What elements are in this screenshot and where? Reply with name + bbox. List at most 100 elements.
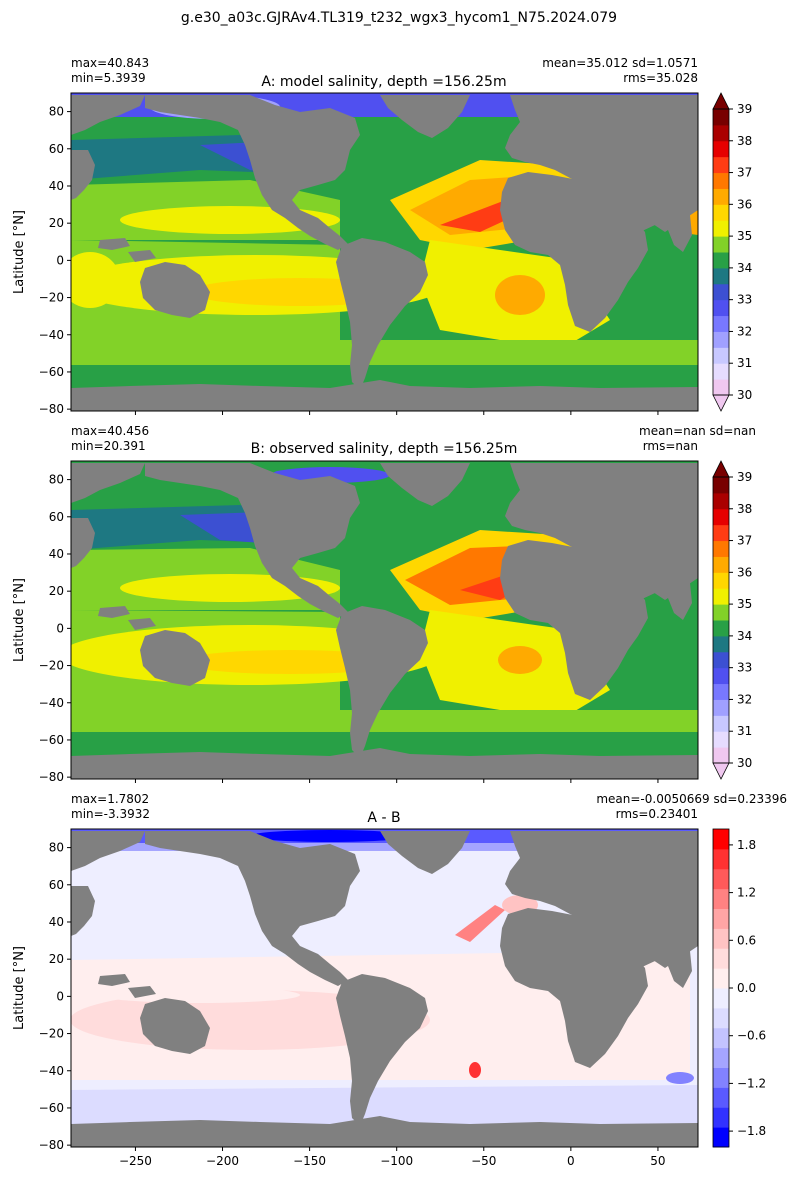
ytick-label: 60 — [49, 142, 64, 156]
colorbar-segment — [713, 604, 729, 621]
colorbar-segment — [713, 508, 729, 526]
colorbar-segment — [713, 283, 729, 301]
colorbar-segment — [713, 829, 729, 850]
xtick-label: 50 — [650, 1154, 665, 1168]
panel-a-ylabel: Latitude [°N] — [12, 210, 27, 294]
ytick-label: 60 — [49, 878, 64, 892]
panel-a-stats-mean: mean=35.012 sd=1.0571 — [542, 56, 698, 70]
colorbar-segment — [713, 620, 729, 637]
ytick-label: 40 — [49, 915, 64, 929]
colorbar-tick-label: 30 — [737, 388, 752, 402]
xtick-label: −50 — [471, 1154, 496, 1168]
ytick-label: −60 — [39, 365, 64, 379]
colorbar-segment — [713, 888, 729, 909]
colorbar-segment — [713, 204, 729, 221]
ytick-label: 40 — [49, 547, 64, 561]
ytick-label: 20 — [49, 216, 64, 230]
panel-b-ylabel: Latitude [°N] — [12, 578, 27, 662]
colorbar-tick-label: −1.2 — [737, 1076, 766, 1090]
panel-b-frame — [70, 460, 699, 780]
colorbar-segment — [713, 968, 729, 989]
colorbar-segment — [713, 747, 729, 764]
panel-c-stats-max: max=1.7802 — [71, 792, 149, 806]
xtick-label: −200 — [206, 1154, 239, 1168]
colorbar-segment — [713, 928, 729, 949]
xtick-label: −100 — [380, 1154, 413, 1168]
panel-c-frame — [70, 828, 699, 1148]
colorbar-segment — [713, 1107, 729, 1128]
panel-b-stats-rms: rms=nan — [643, 439, 698, 453]
colorbar-tick-label: −0.6 — [737, 1029, 766, 1043]
ytick-label: 80 — [49, 841, 64, 855]
colorbar-segment — [713, 140, 729, 158]
colorbar-segment — [713, 109, 729, 126]
colorbar-extend-min — [712, 762, 730, 780]
colorbar-segment — [713, 172, 729, 189]
panel-a-stats-min: min=5.3939 — [71, 71, 146, 85]
colorbar-segment — [713, 252, 729, 269]
panel-c-stats-mean: mean=-0.0050669 sd=0.23396 — [596, 792, 787, 806]
panel-a-xticks — [134, 411, 659, 415]
panel-c-stats-rms: rms=0.23401 — [616, 807, 698, 821]
panel-c-stats-min: min=-3.3932 — [71, 807, 150, 821]
colorbar-tick-label: −1.8 — [737, 1124, 766, 1138]
colorbar-tick-label: 39 — [737, 470, 752, 484]
colorbar-segment — [713, 220, 729, 237]
colorbar-frame — [712, 476, 730, 764]
ytick-label: −60 — [39, 733, 64, 747]
panel-b-stats-mean: mean=nan sd=nan — [639, 424, 756, 438]
colorbar-segment — [713, 848, 729, 870]
colorbar-segment — [713, 1027, 729, 1049]
colorbar-segment — [713, 156, 729, 174]
panel-b-stats-min: min=20.391 — [71, 439, 146, 453]
colorbar-tick-label: 35 — [737, 597, 752, 611]
panel-a-map — [71, 93, 698, 411]
panel-c: max=1.7802 min=-3.3932 mean=-0.0050669 s… — [12, 792, 787, 1168]
colorbar-tick-label: 31 — [737, 724, 752, 738]
colorbar-tick-label: 34 — [737, 261, 752, 275]
panel-b-title: B: observed salinity, depth =156.25m — [251, 441, 518, 457]
ytick-label: −80 — [39, 402, 64, 416]
colorbar-segment — [713, 683, 729, 700]
ytick-label: −60 — [39, 1101, 64, 1115]
colorbar-segment — [713, 347, 729, 364]
colorbar-segment — [713, 1067, 729, 1088]
ytick-label: 0 — [56, 989, 64, 1003]
colorbar-segment — [713, 908, 729, 929]
colorbar-segment — [713, 379, 729, 396]
colorbar-frame — [712, 108, 730, 396]
colorbar-segment — [713, 1047, 729, 1068]
colorbar-tick-label: 1.8 — [737, 838, 756, 852]
colorbar-tick-label: 1.2 — [737, 886, 756, 900]
colorbar-segment — [713, 267, 729, 285]
ytick-label: −20 — [39, 1027, 64, 1041]
xtick-label: −150 — [293, 1154, 326, 1168]
colorbar-tick-label: 34 — [737, 629, 752, 643]
panel-c-yticks: −80 −60 −40 −20 0 20 40 60 80 — [39, 841, 71, 1152]
colorbar-segment — [713, 699, 729, 716]
ytick-label: 80 — [49, 473, 64, 487]
colorbar-tick-label: 32 — [737, 324, 752, 338]
panel-a-yticks: −80 −60 −40 −20 0 20 40 60 80 — [39, 105, 71, 416]
colorbar-segment — [713, 540, 729, 557]
panel-a: max=40.843 min=5.3939 mean=35.012 sd=1.0… — [12, 56, 752, 416]
colorbar-segment — [713, 1007, 729, 1029]
colorbar-tick-label: 37 — [737, 534, 752, 548]
colorbar-segment — [713, 948, 729, 969]
colorbar-segment — [713, 667, 729, 685]
panel-c-title: A - B — [367, 810, 400, 826]
colorbar-extend-max — [712, 92, 730, 110]
panel-b-map — [71, 461, 698, 779]
panel-c-colorbar: −1.8 −1.2 −0.6 0.0 0.6 1.2 1.8 — [712, 828, 766, 1148]
panel-c-map — [71, 829, 698, 1147]
colorbar-tick-label: 38 — [737, 134, 752, 148]
colorbar-segment — [713, 556, 729, 573]
ytick-label: −20 — [39, 659, 64, 673]
colorbar-segment — [713, 635, 729, 653]
panel-a-stats-rms: rms=35.028 — [623, 71, 698, 85]
xtick-label: −250 — [119, 1154, 152, 1168]
panel-b: max=40.456 min=20.391 mean=nan sd=nan rm… — [12, 424, 756, 784]
figure-title: g.e30_a03c.GJRAv4.TL319_t232_wgx3_hycom1… — [181, 10, 617, 26]
ytick-label: 0 — [56, 253, 64, 267]
